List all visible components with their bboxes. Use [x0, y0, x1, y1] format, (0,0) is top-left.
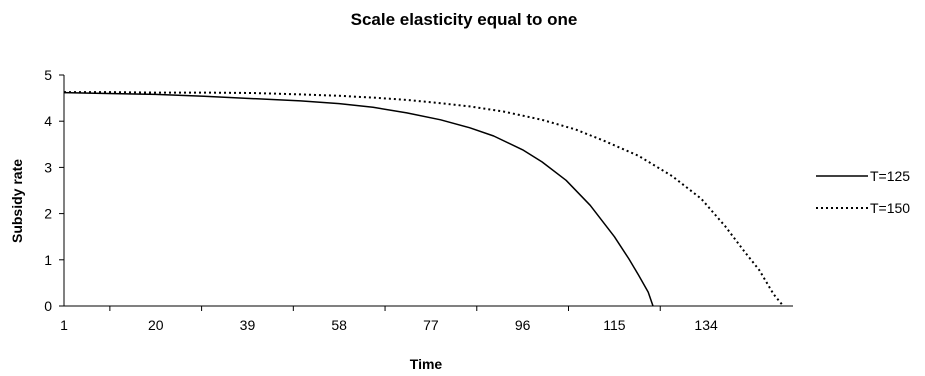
- legend: T=125 T=150: [816, 168, 910, 216]
- y-axis-title: Subsidy rate: [9, 159, 25, 243]
- y-tick-label: 1: [44, 252, 52, 268]
- x-tick-label: 1: [60, 317, 68, 333]
- x-axis-title: Time: [410, 356, 443, 372]
- x-tick-label: 96: [515, 317, 531, 333]
- x-tick-label: 115: [603, 317, 626, 333]
- x-tick-label: 39: [240, 317, 256, 333]
- legend-label: T=150: [870, 200, 910, 216]
- y-tick-label: 2: [44, 206, 52, 222]
- y-tick-label: 5: [44, 67, 52, 83]
- series-line-t-150: [64, 91, 785, 307]
- chart-title: Scale elasticity equal to one: [351, 10, 578, 29]
- x-tick-label: 20: [148, 317, 164, 333]
- x-tick-label: 134: [694, 317, 718, 333]
- legend-label: T=125: [870, 168, 910, 184]
- x-tick-label: 77: [423, 317, 439, 333]
- x-tick-label: 58: [331, 317, 347, 333]
- y-tick-label: 3: [44, 159, 52, 175]
- y-tick-label: 4: [44, 113, 52, 129]
- series-line-t-125: [63, 91, 654, 307]
- y-tick-label: 0: [44, 298, 52, 314]
